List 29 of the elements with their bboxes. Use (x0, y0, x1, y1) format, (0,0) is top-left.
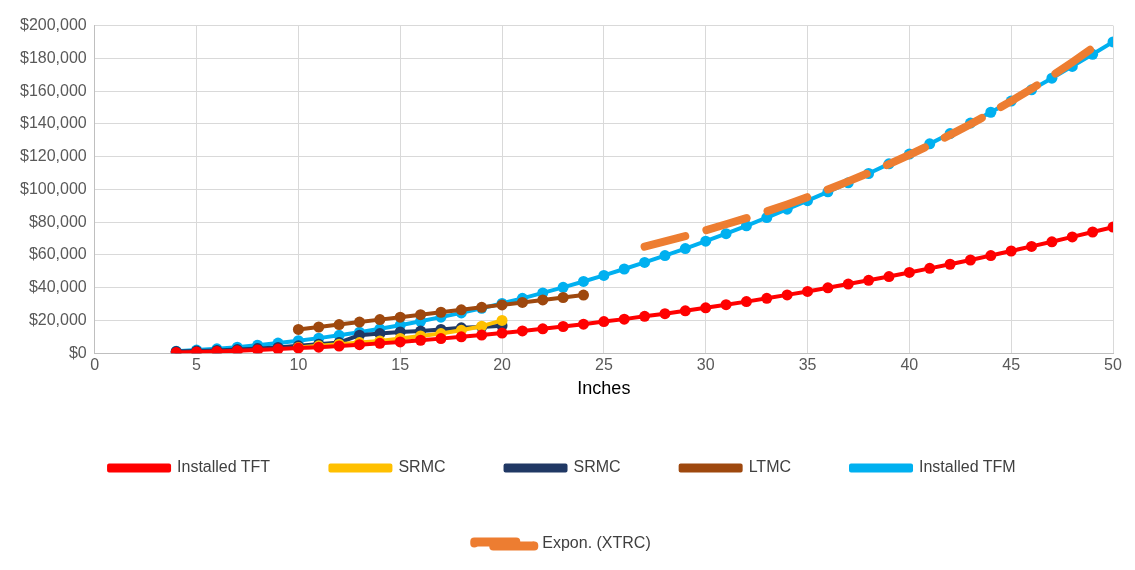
x-tick-label: 10 (289, 356, 308, 374)
y-tick-label: $20,000 (28, 310, 87, 328)
x-tick-label: 20 (493, 356, 512, 374)
y-tick-label: $120,000 (20, 147, 87, 165)
x-tick-label: 50 (1104, 356, 1122, 374)
legend-label: LTMC (748, 458, 792, 476)
legend-label: SRMC (398, 458, 446, 476)
x-tick-label: 40 (900, 356, 919, 374)
legend-label: Installed TFT (177, 458, 271, 476)
x-axis-title: Inches (577, 378, 631, 399)
legend-label: Expon. (XTRC) (542, 534, 651, 552)
x-tick-label: 45 (1002, 356, 1021, 374)
x-tick-label: 35 (798, 356, 817, 374)
x-tick-label: 25 (594, 356, 613, 374)
y-tick-label: $40,000 (28, 278, 87, 296)
legend-label: Installed TFM (919, 458, 1016, 476)
legend-label: SRMC (573, 458, 621, 476)
x-tick-label: 30 (696, 356, 715, 374)
x-tick-label: 5 (192, 356, 202, 374)
x-tick-label: 15 (391, 356, 410, 374)
x-tick-label: 0 (90, 356, 100, 374)
y-tick-label: $140,000 (20, 114, 87, 132)
y-tick-label: $100,000 (20, 179, 87, 197)
y-tick-label: $60,000 (28, 245, 87, 263)
y-tick-label: $80,000 (28, 212, 87, 230)
y-tick-label: $0 (68, 343, 87, 361)
y-tick-label: $160,000 (20, 81, 87, 99)
y-tick-label: $180,000 (20, 48, 87, 66)
y-tick-label: $200,000 (20, 16, 87, 34)
